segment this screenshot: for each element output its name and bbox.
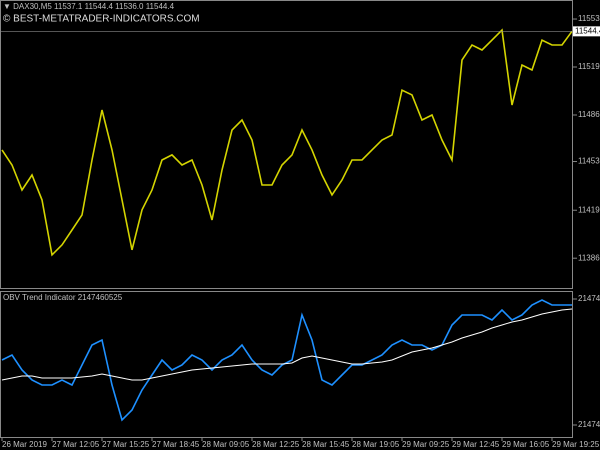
current-price-label: 11544.4 — [575, 26, 600, 35]
x-tick-label: 27 Mar 12:05 — [52, 440, 100, 449]
y-tick-label: 11519.5 — [578, 62, 600, 71]
y-tick-label: 11553.0 — [578, 14, 600, 23]
y-tick-label: 11486.0 — [578, 110, 600, 119]
x-tick-label: 27 Mar 18:45 — [152, 440, 200, 449]
y-tick-label: 2147446374 — [578, 420, 600, 429]
series-line — [1, 28, 573, 257]
x-tick-label: 29 Mar 19:25 — [552, 440, 600, 449]
x-tick-label: 28 Mar 12:25 — [252, 440, 300, 449]
x-tick-label: 27 Mar 15:25 — [102, 440, 150, 449]
y-tick-label: 11386.0 — [578, 253, 600, 262]
chart-title: ▼ DAX30,M5 11537.1 11544.4 11536.0 11544… — [3, 2, 175, 11]
y-tick-label: 2147462016 — [578, 294, 600, 303]
y-tick-label: 11419.5 — [578, 205, 600, 214]
series-line — [1, 299, 572, 422]
indicator-panel-frame — [0, 291, 573, 438]
x-tick-label: 28 Mar 19:05 — [352, 440, 400, 449]
x-tick-label: 28 Mar 15:45 — [302, 440, 350, 449]
x-tick-label: 29 Mar 09:25 — [402, 440, 450, 449]
x-tick-label: 29 Mar 16:05 — [502, 440, 550, 449]
y-tick-label: 11453.5 — [578, 157, 600, 166]
price-panel-frame — [0, 0, 573, 289]
watermark: © BEST-METATRADER-INDICATORS.COM — [3, 14, 200, 25]
x-tick-label: 26 Mar 2019 — [2, 440, 47, 449]
current-price-box — [573, 26, 600, 37]
series-line — [1, 308, 573, 381]
x-tick-label: 28 Mar 09:05 — [202, 440, 250, 449]
indicator-title: OBV Trend Indicator 2147460525 — [3, 293, 123, 302]
x-tick-label: 29 Mar 12:45 — [452, 440, 500, 449]
